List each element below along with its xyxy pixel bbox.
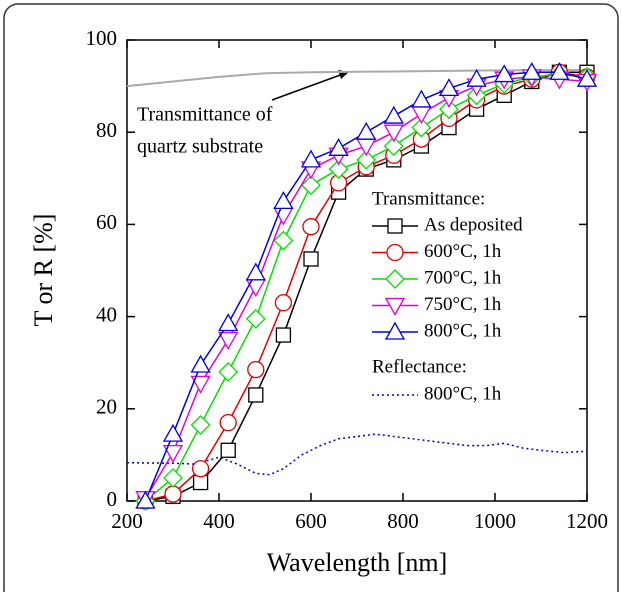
- marker: [275, 327, 292, 343]
- marker: [328, 138, 349, 156]
- legend-header: Transmittance:: [372, 188, 485, 209]
- marker: [576, 68, 598, 87]
- marker: [411, 89, 432, 108]
- marker: [218, 313, 239, 332]
- marker: [162, 423, 184, 442]
- y-axis-label: T or R [%]: [29, 214, 58, 327]
- legend-label: 800°C, 1h: [424, 383, 502, 404]
- marker: [411, 117, 432, 138]
- legend-marker: [384, 321, 406, 340]
- x-tick-label: 600: [295, 509, 327, 533]
- x-tick-label: 1000: [474, 509, 516, 533]
- marker: [190, 354, 211, 373]
- marker: [245, 278, 266, 297]
- marker: [274, 294, 293, 312]
- marker: [356, 149, 377, 170]
- marker: [411, 106, 432, 125]
- marker: [247, 360, 265, 379]
- plot-area: [126, 39, 588, 502]
- marker: [356, 138, 377, 157]
- marker: [439, 99, 459, 120]
- legend-marker: [386, 243, 404, 262]
- legend-label: 600°C, 1h: [424, 241, 502, 262]
- marker: [273, 230, 294, 251]
- marker: [218, 331, 239, 350]
- y-tick-label: 20: [96, 395, 117, 419]
- y-tick-label: 60: [96, 210, 117, 234]
- legend-header: Reflectance:: [372, 356, 467, 377]
- marker: [162, 444, 184, 463]
- x-tick-label: 800: [387, 509, 419, 533]
- marker: [328, 159, 349, 179]
- x-tick-label: 200: [111, 509, 143, 533]
- marker: [220, 442, 236, 458]
- marker: [466, 68, 487, 87]
- y-tick-label: 100: [86, 26, 118, 50]
- marker: [191, 460, 210, 478]
- marker: [383, 136, 404, 156]
- frame: [3, 3, 619, 592]
- annotation: Transmittance of: [137, 104, 273, 126]
- marker: [494, 64, 515, 83]
- marker: [303, 251, 319, 267]
- marker: [163, 468, 183, 488]
- marker: [383, 124, 404, 143]
- reference-line: [126, 68, 588, 88]
- marker: [248, 387, 264, 403]
- x-tick-label: 1200: [566, 509, 608, 533]
- marker: [245, 308, 266, 329]
- marker: [190, 415, 211, 435]
- marker: [192, 474, 209, 491]
- marker: [521, 61, 542, 80]
- marker: [549, 61, 570, 80]
- y-tick-label: 0: [107, 487, 118, 511]
- legend-label: 700°C, 1h: [424, 267, 502, 288]
- x-tick-label: 400: [203, 509, 235, 533]
- marker: [135, 490, 156, 509]
- marker: [273, 191, 294, 210]
- marker: [356, 121, 377, 140]
- y-tick-label: 40: [96, 302, 117, 326]
- marker: [245, 262, 266, 281]
- marker: [218, 362, 239, 382]
- y-tick-label: 80: [96, 118, 117, 142]
- legend-marker: [384, 297, 406, 316]
- annotation-arrow: [271, 73, 344, 101]
- annotation: quartz substrate: [137, 136, 263, 158]
- marker: [301, 175, 321, 196]
- legend-label: 800°C, 1h: [424, 320, 502, 341]
- legend-label: As deposited: [424, 214, 523, 235]
- reflectance-line: [126, 433, 588, 476]
- marker: [302, 218, 320, 236]
- marker: [219, 413, 237, 432]
- legend-marker: [387, 218, 403, 234]
- legend-marker: [385, 269, 405, 289]
- marker: [164, 485, 182, 503]
- legend-label: 750°C, 1h: [424, 294, 502, 315]
- marker: [190, 375, 211, 394]
- marker: [383, 105, 404, 124]
- marker: [300, 149, 322, 168]
- x-axis-label: Wavelength [nm]: [267, 548, 448, 577]
- marker: [438, 78, 460, 97]
